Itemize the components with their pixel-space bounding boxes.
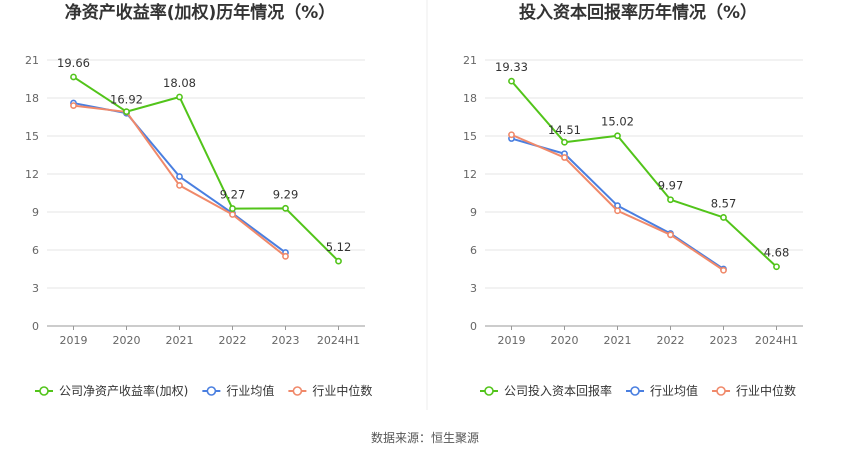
roe-data-point xyxy=(229,205,236,212)
roic-data-label: 14.51 xyxy=(548,123,581,137)
roic-legend-item-0[interactable]: 公司投入资本回报率 xyxy=(480,383,612,398)
roe-x-tick-label: 2019 xyxy=(60,334,88,347)
roic-y-tick-label: 18 xyxy=(463,92,477,105)
roe-data-point xyxy=(176,181,183,189)
roe-y-tick-label: 21 xyxy=(25,54,39,67)
legend-marker-icon xyxy=(630,386,640,396)
roic-y-tick-label: 0 xyxy=(470,320,477,333)
roe-y-tick-label: 9 xyxy=(32,206,39,219)
roic-series-line-0 xyxy=(510,80,778,268)
roic-y-tick-label: 12 xyxy=(463,168,477,181)
roic-data-point xyxy=(614,207,621,215)
legend-label: 行业均值 xyxy=(650,383,698,398)
roe-y-tick-label: 6 xyxy=(32,244,39,257)
data-source-text: 数据来源：恒生聚源 xyxy=(371,430,479,445)
roe-y-tick-label: 0 xyxy=(32,320,39,333)
roic-chart-title: 投入资本回报率历年情况（%） xyxy=(519,2,757,23)
roe-data-point xyxy=(70,102,77,109)
roic-data-point xyxy=(720,266,727,274)
legend-marker-icon xyxy=(292,386,303,396)
roe-data-point xyxy=(335,257,342,265)
roic-legend-item-2[interactable]: 行业中位数 xyxy=(712,383,796,398)
roic-data-point xyxy=(561,138,568,146)
legend-marker-icon xyxy=(716,386,726,396)
roe-data-point xyxy=(176,93,183,101)
roe-series-line-2 xyxy=(73,104,287,258)
legend-label: 行业均值 xyxy=(226,383,274,398)
roe-x-tick-label: 2021 xyxy=(166,334,194,347)
legend-label: 公司净资产收益率(加权) xyxy=(59,383,188,398)
legend-marker-icon xyxy=(206,386,217,396)
legend-label: 公司投入资本回报率 xyxy=(504,383,612,398)
roe-data-point xyxy=(282,252,289,260)
roe-y-tick-label: 12 xyxy=(25,168,39,181)
roe-legend-item-0[interactable]: 公司净资产收益率(加权) xyxy=(35,383,188,398)
roe-legend-item-1[interactable]: 行业均值 xyxy=(202,383,274,398)
roic-data-label: 19.33 xyxy=(495,60,528,74)
roe-data-label: 5.12 xyxy=(326,240,352,254)
roic-y-tick-label: 6 xyxy=(470,244,477,257)
roic-y-tick-label: 15 xyxy=(463,130,477,143)
roic-y-tick-label: 21 xyxy=(463,54,477,67)
roic-legend-item-1[interactable]: 行业均值 xyxy=(626,383,698,398)
roe-data-point xyxy=(70,73,77,81)
legend-marker-icon xyxy=(39,386,49,396)
legend-marker-icon xyxy=(484,386,494,396)
roe-y-tick-label: 15 xyxy=(25,130,39,143)
roic-data-point xyxy=(720,214,727,221)
roic-data-label: 4.68 xyxy=(764,246,790,260)
roe-chart-panel: 净资产收益率(加权)历年情况（%） 0 3 6 9 12 15 18 21 2019 2020 202… xyxy=(25,2,372,398)
roe-legend-item-2[interactable]: 行业中位数 xyxy=(288,383,372,398)
roe-x-tick-label: 2022 xyxy=(219,334,247,347)
roic-data-point xyxy=(508,131,515,139)
roe-y-tick-label: 3 xyxy=(32,282,39,295)
roic-x-tick-label: 2020 xyxy=(551,334,579,347)
roe-series-line-0 xyxy=(72,76,340,262)
roic-data-point xyxy=(508,77,515,85)
roic-data-point xyxy=(561,154,568,161)
roe-data-label: 9.29 xyxy=(273,187,299,201)
roic-data-point xyxy=(614,132,621,140)
roic-chart-panel: 投入资本回报率历年情况（%） 0 3 6 9 12 15 18 21 2019 2020 2021 20… xyxy=(463,2,803,398)
roic-x-tick-label: 2024H1 xyxy=(755,334,798,347)
roe-data-point xyxy=(282,204,289,212)
roe-data-label: 19.66 xyxy=(57,56,90,70)
roic-x-tick-label: 2023 xyxy=(710,334,738,347)
roe-data-point xyxy=(176,173,183,180)
roe-data-label: 18.08 xyxy=(163,76,196,90)
roe-y-tick-label: 18 xyxy=(25,92,39,105)
legend-label: 行业中位数 xyxy=(736,383,796,398)
roic-data-point xyxy=(773,263,780,271)
roic-data-point xyxy=(667,231,674,239)
roic-data-label: 15.02 xyxy=(601,115,634,129)
roe-data-point xyxy=(229,211,236,218)
roe-chart-title: 净资产收益率(加权)历年情况（%） xyxy=(65,2,336,23)
roe-x-tick-label: 2020 xyxy=(113,334,141,347)
roic-data-label: 8.57 xyxy=(711,196,737,210)
roe-data-label: 9.27 xyxy=(220,188,246,202)
roe-data-point xyxy=(123,108,130,116)
roic-x-tick-label: 2022 xyxy=(657,334,685,347)
roic-y-tick-label: 3 xyxy=(470,282,477,295)
roic-x-tick-label: 2019 xyxy=(498,334,526,347)
roe-data-label: 16.92 xyxy=(110,93,143,107)
roic-data-point xyxy=(667,196,674,204)
roic-data-label: 9.97 xyxy=(658,179,684,193)
roic-x-tick-label: 2021 xyxy=(604,334,632,347)
roe-x-tick-label: 2024H1 xyxy=(317,334,360,347)
legend-label: 行业中位数 xyxy=(312,383,372,398)
roic-y-tick-label: 9 xyxy=(470,206,477,219)
roe-x-tick-label: 2023 xyxy=(272,334,300,347)
